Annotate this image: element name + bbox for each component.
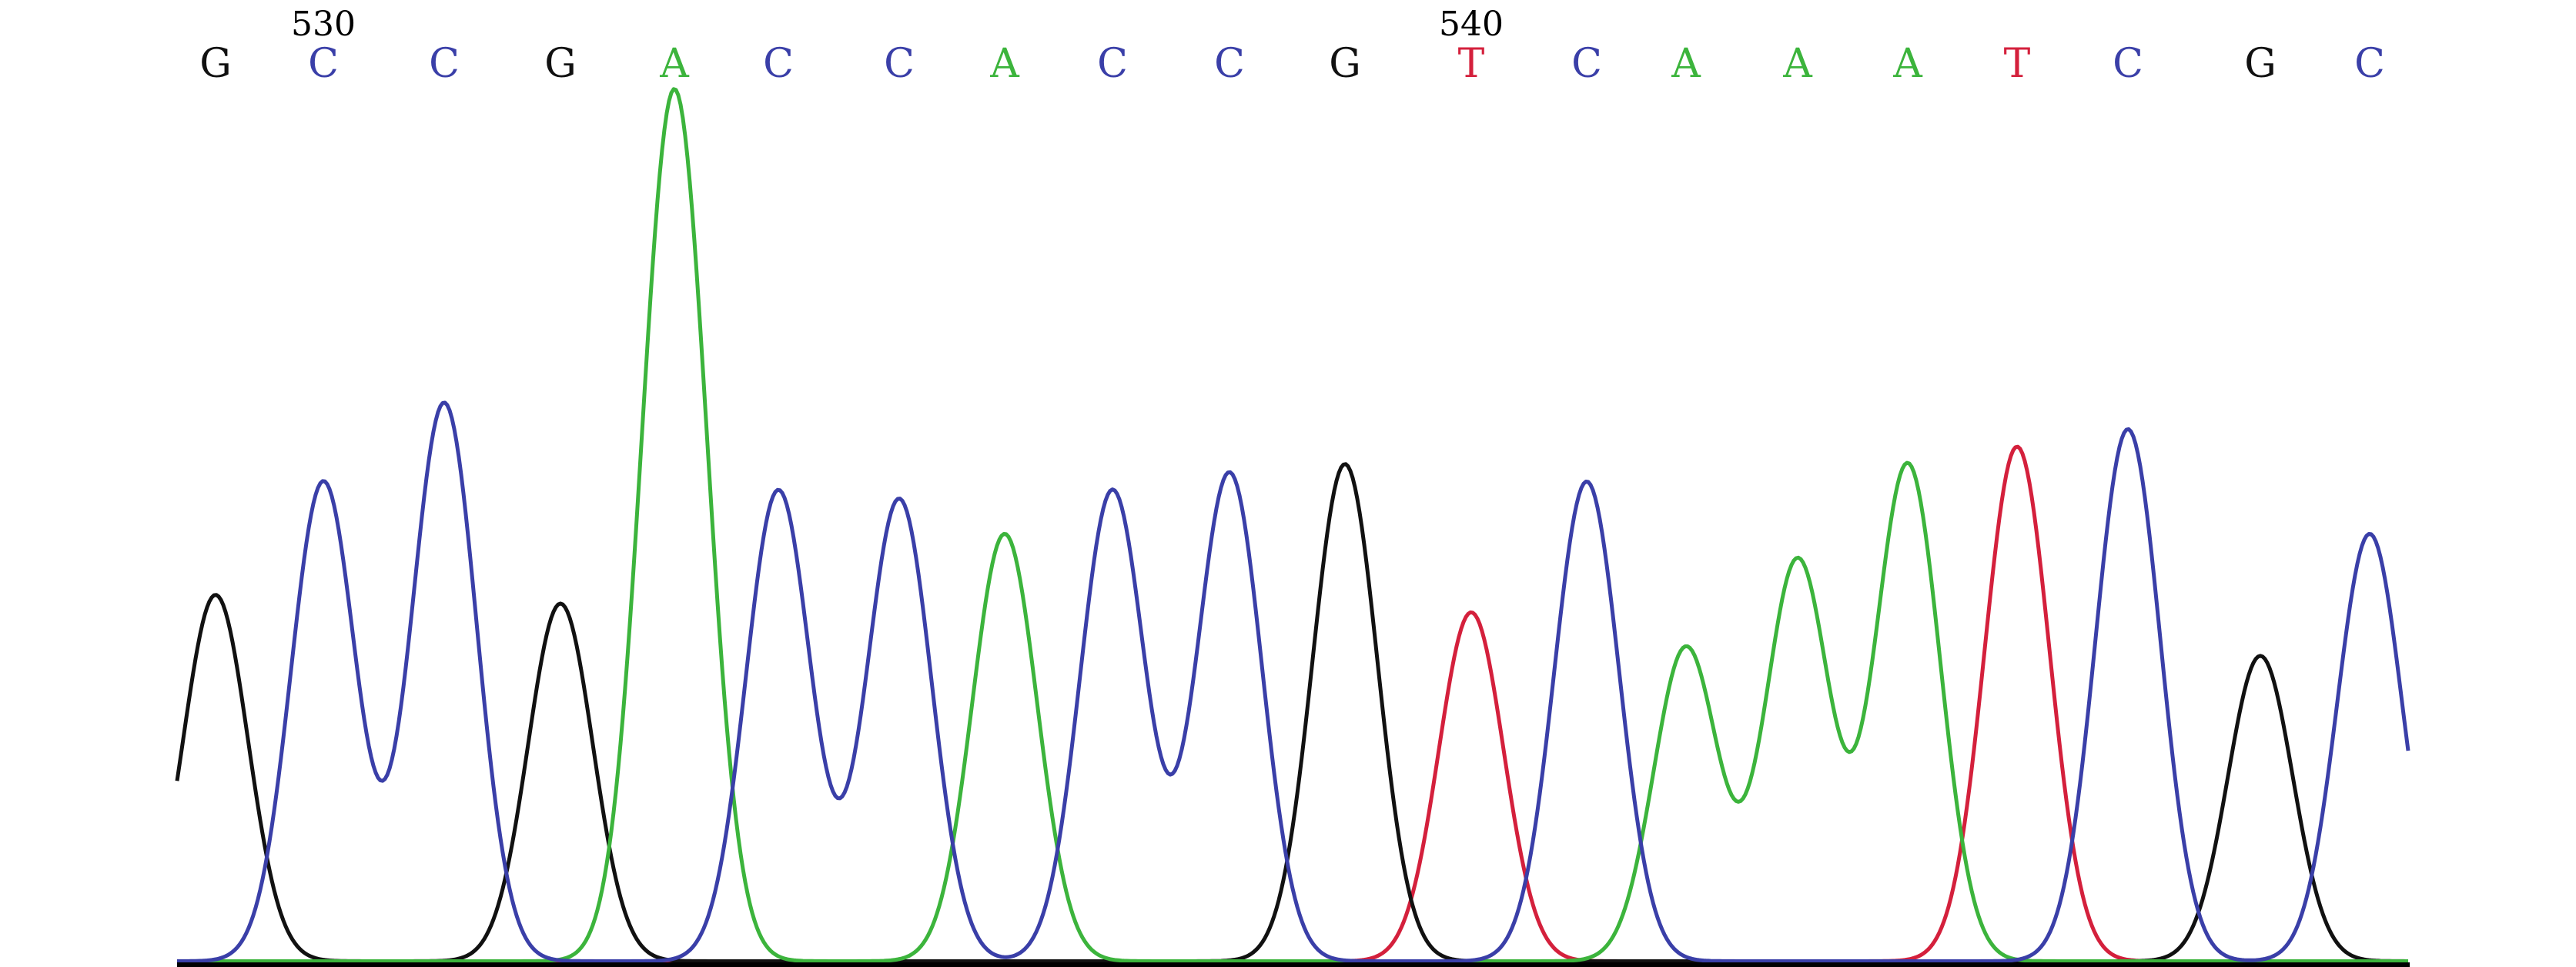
base-call-g: G [1329,41,1361,87]
base-call-a: A [989,41,1020,87]
base-call-t: T [1458,41,1485,87]
base-call-c: C [429,41,460,87]
trace-lines [175,87,2410,963]
base-call-g: G [544,41,577,87]
base-call-a: A [1671,41,1701,87]
base-call-c: C [2354,41,2385,87]
base-call-a: A [659,41,690,87]
base-call-c: C [1214,41,1245,87]
base-call-g: G [199,41,232,87]
position-label-530: 530 [291,5,356,44]
base-call-c: C [884,41,915,87]
position-label-540: 540 [1439,5,1504,44]
base-call-c: C [2113,41,2143,87]
base-call-g: G [2244,41,2277,87]
position-labels: 530 540 [291,5,1504,44]
trace-c [177,400,2410,963]
base-call-a: A [1892,41,1923,87]
base-call-c: C [1571,41,1602,87]
base-call-c: C [1097,41,1128,87]
base-call-c: C [763,41,794,87]
trace-a [177,87,2408,963]
base-call-a: A [1782,41,1813,87]
base-call-t: T [2004,41,2031,87]
base-call-c: C [308,41,339,87]
